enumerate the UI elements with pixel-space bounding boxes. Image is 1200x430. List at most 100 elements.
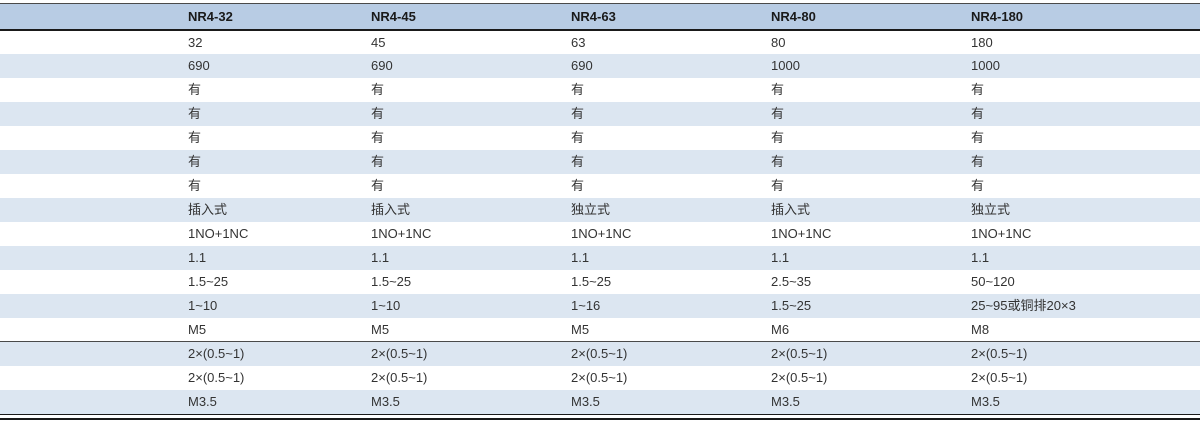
table-cell: 2×(0.5~1) <box>371 370 428 385</box>
table-cell: 80 <box>771 34 786 50</box>
column-header: NR4-32 <box>182 3 365 31</box>
table-cell: 有 <box>971 154 985 169</box>
table-cell <box>0 222 182 246</box>
table-cell: 1.1 <box>371 250 390 265</box>
table-cell: 有 <box>771 106 785 121</box>
table-row: 32 45 63 80 180 <box>0 29 1200 54</box>
table-cell: 有 <box>188 106 202 121</box>
column-header: NR4-45 <box>365 3 565 31</box>
table-cell: 有 <box>571 154 585 169</box>
table-cell <box>0 246 182 270</box>
table-cell <box>0 174 182 198</box>
column-header: NR4-80 <box>765 3 965 31</box>
table-cell: 50~120 <box>971 274 1015 289</box>
table-cell: 690 <box>371 58 393 73</box>
table-cell: 45 <box>371 34 386 50</box>
table-cell: 1000 <box>971 58 1000 73</box>
table-cell <box>0 342 182 366</box>
table-cell <box>0 126 182 150</box>
table-row: 2×(0.5~1) 2×(0.5~1) 2×(0.5~1) 2×(0.5~1) 2×(0… <box>0 365 1200 390</box>
table-cell: 有 <box>188 154 202 169</box>
table-cell: 25~95或铜排20×3 <box>971 298 1076 313</box>
table-cell: M3.5 <box>971 394 1000 409</box>
table-cell: 1.5~25 <box>771 298 812 313</box>
table-row: 插入式 插入式 独立式 插入式 独立式 <box>0 197 1200 222</box>
table-row: M5 M5 M5 M6 M8 <box>0 317 1200 342</box>
table-cell: M6 <box>765 317 965 342</box>
table-bottom-border <box>0 413 1200 420</box>
table-cell: 有 <box>771 178 785 193</box>
table-row: 1NO+1NC 1NO+1NC 1NO+1NC 1NO+1NC 1NO+1NC <box>0 221 1200 246</box>
table-cell: 有 <box>971 82 985 97</box>
table-cell <box>0 366 182 390</box>
table-header-row: NR4-32 NR4-45 NR4-63 NR4-80 NR4-180 <box>0 3 1200 31</box>
table-cell <box>0 198 182 222</box>
table-cell: 1NO+1NC <box>571 226 632 241</box>
table-cell: 1.5~25 <box>371 274 412 289</box>
table-cell: 1.1 <box>188 250 207 265</box>
table-row: 1.1 1.1 1.1 1.1 1.1 <box>0 245 1200 270</box>
table-cell: 1~10 <box>371 298 401 313</box>
table-cell: 插入式 <box>771 202 811 217</box>
table-row: 2×(0.5~1) 2×(0.5~1) 2×(0.5~1) 2×(0.5~1) 2×(0… <box>0 341 1200 366</box>
table-cell: 1~16 <box>571 298 601 313</box>
table-cell: 1.1 <box>971 250 990 265</box>
table-cell <box>0 102 182 126</box>
table-cell: 32 <box>188 34 203 50</box>
table-cell: 1.1 <box>571 250 590 265</box>
table-cell: M8 <box>965 317 1200 342</box>
table-cell: 2×(0.5~1) <box>571 346 628 362</box>
table-cell: 有 <box>371 178 385 193</box>
table-cell: M5 <box>565 317 765 342</box>
table-cell: 插入式 <box>188 202 228 217</box>
table-cell: 63 <box>571 34 586 50</box>
table-cell: 1NO+1NC <box>188 226 249 241</box>
table-cell: 2×(0.5~1) <box>571 370 628 385</box>
table-cell <box>0 270 182 294</box>
table-cell: 有 <box>771 130 785 145</box>
table-cell: 有 <box>971 178 985 193</box>
table-cell: M3.5 <box>771 394 800 409</box>
table-cell: 有 <box>371 82 385 97</box>
table-cell: 1NO+1NC <box>371 226 432 241</box>
table-cell: 1NO+1NC <box>771 226 832 241</box>
table-cell: 2×(0.5~1) <box>188 370 245 385</box>
table-cell: 1000 <box>771 58 800 73</box>
table-row: 有有有有有 <box>0 101 1200 126</box>
table-row: 690 690 690 1000 1000 <box>0 53 1200 78</box>
table-cell: 独立式 <box>971 202 1011 217</box>
table-cell <box>0 30 182 54</box>
table-row: 1.5~25 1.5~25 1.5~25 2.5~35 50~120 <box>0 269 1200 294</box>
table-cell <box>0 294 182 318</box>
table-cell: 180 <box>971 34 993 50</box>
table-cell: 有 <box>371 130 385 145</box>
table-cell: 有 <box>571 130 585 145</box>
table-cell: 有 <box>771 82 785 97</box>
table-cell: M5 <box>182 317 365 342</box>
table-cell: 有 <box>571 106 585 121</box>
table-row: 有有有有有 <box>0 173 1200 198</box>
table-cell: 2×(0.5~1) <box>971 346 1028 362</box>
column-header: NR4-180 <box>965 3 1200 31</box>
table-row: 有有有有有 <box>0 77 1200 102</box>
table-cell: 2×(0.5~1) <box>188 346 245 362</box>
column-header: NR4-63 <box>565 3 765 31</box>
table-cell: 有 <box>371 106 385 121</box>
product-spec-table: NR4-32 NR4-45 NR4-63 NR4-80 NR4-180 32 45 63 80… <box>0 3 1200 414</box>
table-cell: M3.5 <box>188 394 217 409</box>
table-body: 32 45 63 80 180 690 690 690 1000 1000 有有有有有有有有有有有有… <box>0 29 1200 414</box>
table-row: M3.5 M3.5 M3.5 M3.5 M3.5 <box>0 389 1200 414</box>
table-cell <box>0 390 182 414</box>
table-cell <box>0 317 182 342</box>
table-cell: 2×(0.5~1) <box>771 370 828 385</box>
column-header <box>0 3 182 31</box>
table-cell: 1.1 <box>771 250 790 265</box>
table-cell: 有 <box>771 154 785 169</box>
table-row: 有有有有有 <box>0 149 1200 174</box>
table-cell: M5 <box>365 317 565 342</box>
table-cell: 690 <box>188 58 210 73</box>
table-cell: 有 <box>188 130 202 145</box>
table-cell: 有 <box>371 154 385 169</box>
table-cell: 2.5~35 <box>771 274 812 289</box>
